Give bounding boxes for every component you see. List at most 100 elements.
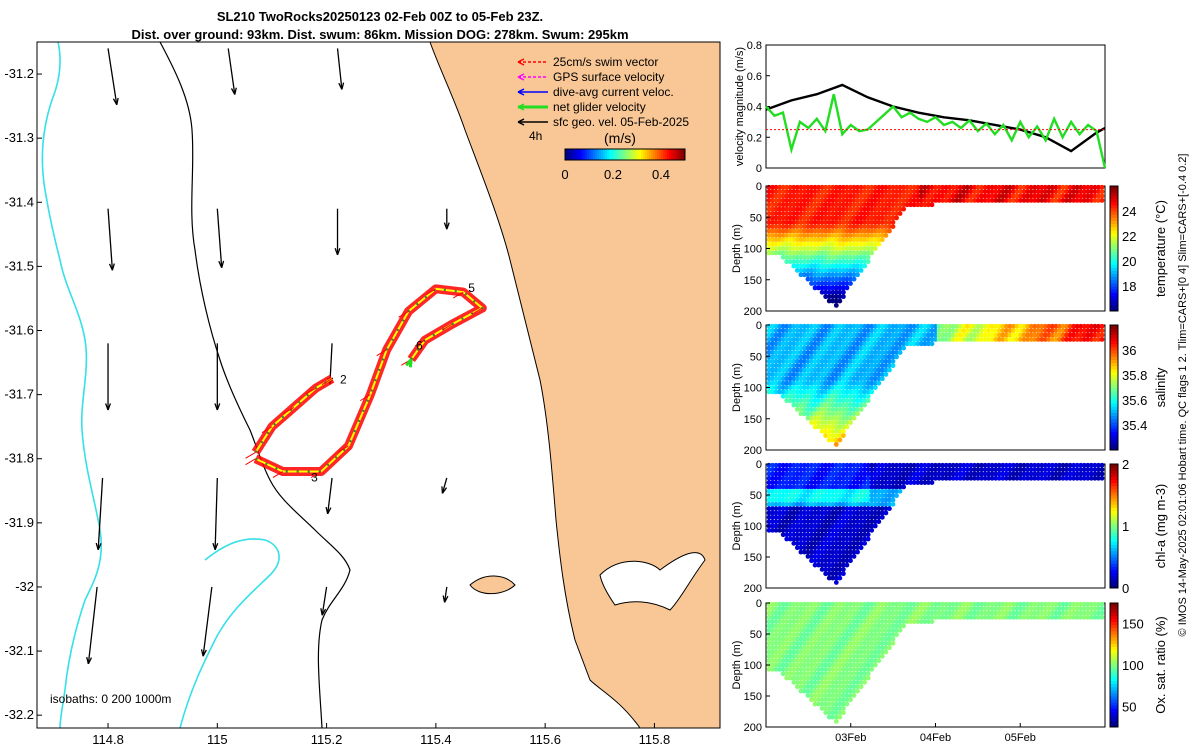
data-point xyxy=(830,536,836,542)
data-point xyxy=(858,402,864,408)
data-point xyxy=(798,471,804,477)
data-point xyxy=(979,193,984,199)
data-point xyxy=(865,350,871,355)
data-point xyxy=(791,380,797,386)
data-point xyxy=(819,545,825,551)
colorbar-cell xyxy=(1110,640,1118,644)
colorbar-cell xyxy=(1110,566,1118,570)
data-point xyxy=(826,545,832,551)
data-point xyxy=(996,462,1002,468)
data-point xyxy=(826,380,832,386)
colorbar-cell xyxy=(631,149,634,160)
data-point xyxy=(897,193,903,199)
data-point xyxy=(837,714,843,720)
colorbar-cell xyxy=(1110,356,1118,360)
data-point xyxy=(787,385,793,390)
data-point xyxy=(833,406,839,412)
data-point xyxy=(851,336,857,342)
data-point xyxy=(805,488,811,494)
data-point xyxy=(798,332,804,338)
colorbar-cell xyxy=(615,149,618,160)
data-point xyxy=(855,254,860,260)
data-point xyxy=(830,197,836,203)
data-point xyxy=(844,371,850,377)
data-point xyxy=(809,328,814,334)
data-point xyxy=(876,462,882,468)
data-point xyxy=(798,323,804,329)
data-point xyxy=(862,488,868,494)
data-point xyxy=(794,241,800,247)
data-point xyxy=(957,184,963,190)
data-point xyxy=(798,241,804,247)
data-point xyxy=(950,184,956,190)
data-point xyxy=(826,402,832,408)
data-point xyxy=(1096,193,1101,199)
data-point xyxy=(1000,193,1006,199)
data-point xyxy=(865,532,871,538)
vel-y-tick-label: 0.4 xyxy=(747,102,762,114)
data-point xyxy=(876,510,882,516)
data-point xyxy=(837,575,843,581)
colorbar-cell xyxy=(1110,575,1118,580)
data-point xyxy=(848,523,853,529)
data-point xyxy=(816,480,821,485)
data-point xyxy=(766,341,772,347)
data-point xyxy=(766,475,772,481)
data-point xyxy=(1039,462,1045,468)
data-point xyxy=(819,332,825,338)
data-point xyxy=(848,215,853,221)
swim-vector xyxy=(338,445,349,453)
data-point xyxy=(943,189,949,195)
data-point xyxy=(819,241,825,247)
data-point xyxy=(957,197,963,203)
data-point xyxy=(809,376,814,382)
data-point xyxy=(862,241,868,247)
data-point xyxy=(826,250,832,256)
colorbar-cell xyxy=(1110,409,1118,413)
data-point xyxy=(819,228,825,234)
data-point xyxy=(865,519,871,525)
data-point xyxy=(972,328,977,334)
data-point xyxy=(957,336,963,342)
data-point xyxy=(794,363,800,369)
data-point xyxy=(794,398,800,404)
data-point xyxy=(1028,467,1034,472)
data-point xyxy=(840,497,846,503)
data-point xyxy=(791,527,797,533)
data-point xyxy=(989,336,995,342)
data-point xyxy=(830,232,836,238)
data-point xyxy=(872,358,878,364)
data-point xyxy=(862,215,868,221)
data-point xyxy=(979,336,984,342)
data-point xyxy=(887,345,892,351)
data-point xyxy=(865,385,871,390)
data-point xyxy=(826,532,832,538)
colorbar-cell xyxy=(673,149,676,160)
data-point xyxy=(858,259,864,265)
data-point xyxy=(1039,184,1045,190)
data-point xyxy=(968,189,974,195)
data-point xyxy=(780,189,786,195)
data-point xyxy=(858,189,864,195)
data-point xyxy=(872,506,878,512)
data-point xyxy=(780,501,786,507)
data-point xyxy=(855,532,860,538)
data-point xyxy=(1032,332,1038,338)
data-point xyxy=(1007,328,1013,334)
data-point xyxy=(833,281,839,286)
data-point xyxy=(848,402,853,408)
data-point xyxy=(858,684,864,690)
data-point xyxy=(794,480,800,485)
data-point xyxy=(1053,184,1059,190)
colorbar-cell xyxy=(681,149,684,160)
data-point xyxy=(1064,323,1069,329)
data-point xyxy=(926,328,931,334)
data-point xyxy=(1053,189,1059,195)
data-point xyxy=(869,241,875,247)
data-point xyxy=(826,345,832,351)
data-point xyxy=(787,184,793,190)
data-point xyxy=(1039,189,1045,195)
data-point xyxy=(802,184,807,190)
colorbar-cell xyxy=(1110,217,1118,221)
data-point xyxy=(947,332,953,338)
